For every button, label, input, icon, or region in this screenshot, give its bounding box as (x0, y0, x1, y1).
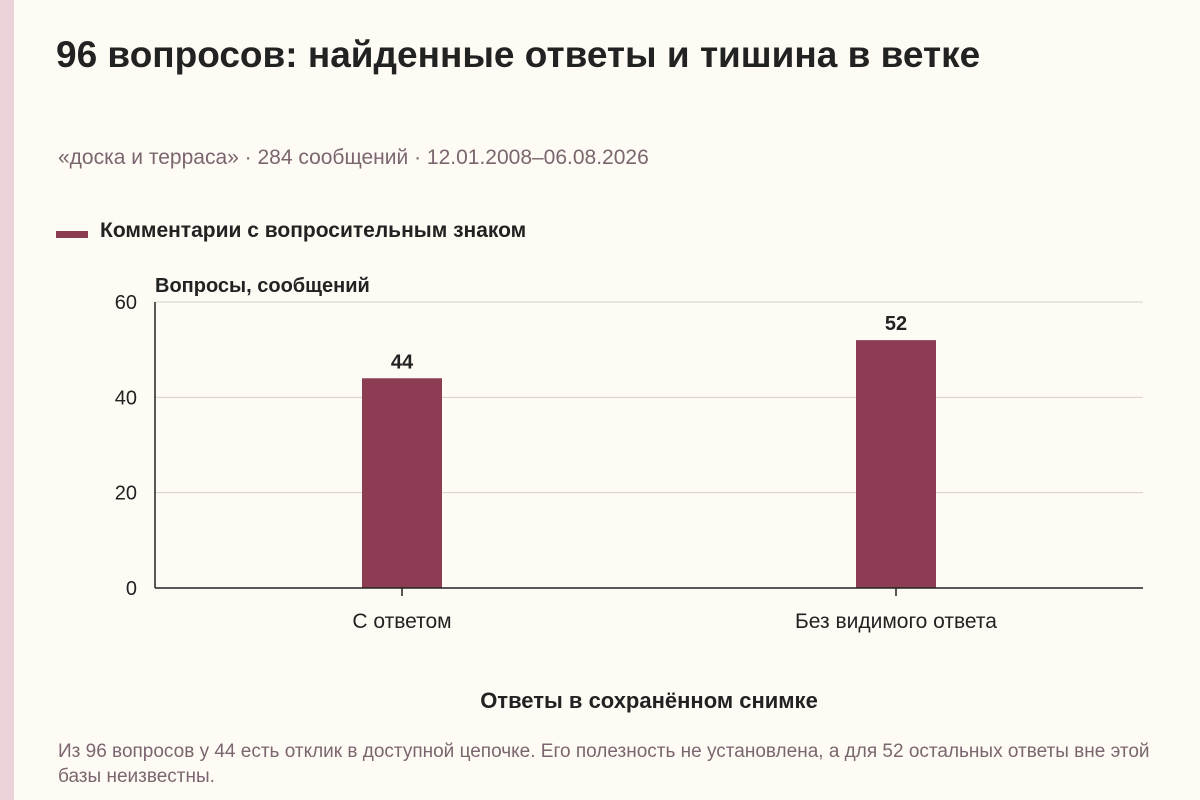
bar (856, 340, 936, 588)
side-accent-stripe (0, 0, 14, 800)
y-tick-label: 0 (126, 578, 137, 600)
bar-value-label: 44 (391, 351, 414, 373)
bar (362, 378, 442, 588)
footnote: Из 96 вопросов у 44 есть отклик в доступ… (58, 741, 1150, 787)
y-tick-label: 60 (115, 292, 137, 314)
legend-swatch (56, 230, 88, 238)
x-category-label: С ответом (352, 610, 451, 633)
x-axis-title: Ответы в сохранённом снимке (480, 688, 818, 713)
legend-label: Комментарии с вопросительным знаком (100, 219, 527, 242)
chart-title: 96 вопросов: найденные ответы и тишина в… (56, 34, 981, 75)
x-category-label: Без видимого ответа (795, 610, 997, 633)
bar-value-label: 52 (885, 313, 907, 335)
y-tick-label: 20 (115, 483, 137, 505)
legend: Комментарии с вопросительным знаком (56, 219, 526, 243)
y-tick-label: 40 (115, 387, 137, 409)
y-axis-title: Вопросы, сообщений (155, 275, 370, 297)
chart-subtitle: «доска и терраса» · 284 сообщений · 12.0… (58, 146, 649, 169)
